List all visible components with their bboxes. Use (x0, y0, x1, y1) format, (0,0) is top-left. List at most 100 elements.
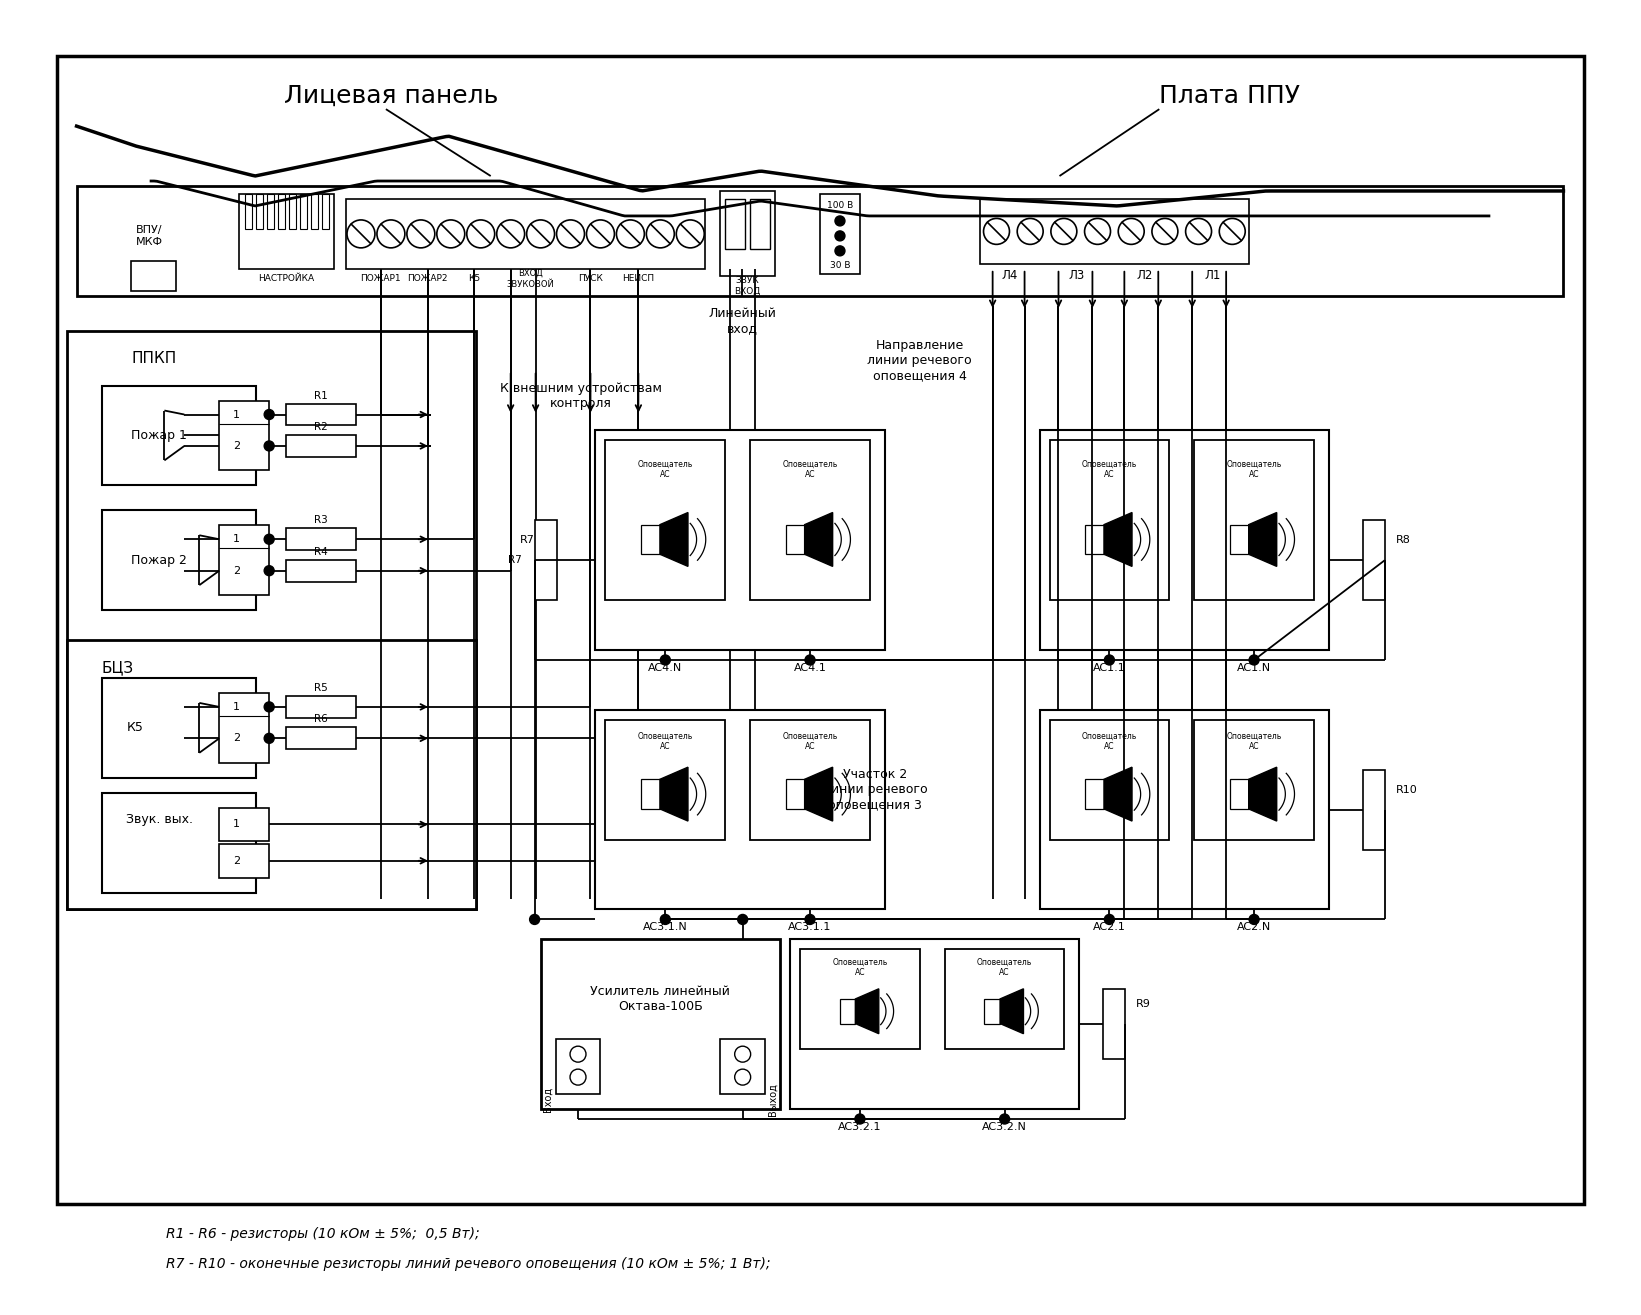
Circle shape (738, 914, 748, 924)
Bar (1364, 769, 1385, 849)
Text: R3: R3 (313, 515, 328, 525)
Bar (786, 525, 804, 554)
Text: Оповещатель
АС: Оповещатель АС (1081, 731, 1137, 751)
Circle shape (527, 220, 555, 247)
Circle shape (264, 441, 274, 451)
Text: Вход: Вход (543, 1086, 553, 1111)
Circle shape (1118, 218, 1144, 245)
Bar (1195, 441, 1314, 600)
Text: R1 - R6 - резисторы (10 кОм ± 5%;  0,5 Вт);: R1 - R6 - резисторы (10 кОм ± 5%; 0,5 Вт… (166, 1227, 481, 1241)
Text: Л1: Л1 (1204, 270, 1221, 283)
Bar (245, 195, 253, 229)
Circle shape (377, 220, 405, 247)
Bar (540, 939, 779, 1109)
Text: Оповещатель
АС: Оповещатель АС (1226, 459, 1282, 479)
Text: 2: 2 (233, 565, 240, 576)
Text: ПУСК: ПУСК (578, 275, 602, 283)
Circle shape (983, 218, 1009, 245)
Text: Выход: Выход (768, 1082, 778, 1115)
Text: Звук. вых.: Звук. вых. (126, 813, 194, 826)
Text: ВХОД
ЗВУКОВОЙ: ВХОД ЗВУКОВОЙ (507, 270, 555, 288)
Bar (1229, 780, 1249, 809)
Bar (102, 385, 256, 485)
Text: Пожар 1: Пожар 1 (131, 429, 187, 442)
Bar (606, 441, 725, 600)
Circle shape (586, 220, 614, 247)
Text: R4: R4 (313, 547, 328, 556)
Bar (985, 999, 999, 1023)
Bar (606, 719, 725, 839)
Circle shape (569, 1069, 586, 1085)
Text: AC3.1.N: AC3.1.N (643, 922, 688, 932)
Text: AC1.N: AC1.N (1237, 663, 1272, 673)
Circle shape (264, 565, 274, 576)
Polygon shape (1104, 513, 1132, 567)
Text: R9: R9 (1136, 999, 1152, 1010)
Circle shape (569, 1047, 586, 1063)
Text: Л3: Л3 (1068, 270, 1085, 283)
Circle shape (835, 216, 845, 226)
Bar (102, 793, 256, 893)
Bar (750, 199, 770, 249)
Text: Оповещатель
АС: Оповещатель АС (1081, 459, 1137, 479)
Text: Линейный
вход: Линейный вход (709, 306, 776, 335)
Text: К5: К5 (126, 722, 143, 734)
Text: Плата ППУ: Плата ППУ (1159, 84, 1300, 108)
Text: Л4: Л4 (1001, 270, 1017, 283)
Text: R7 - R10 - оконечные резисторы линий речевого оповещения (10 кОм ± 5%; 1 Вт);: R7 - R10 - оконечные резисторы линий реч… (166, 1257, 771, 1270)
Circle shape (530, 914, 540, 924)
Bar (1039, 430, 1329, 650)
Text: НЕИСП: НЕИСП (622, 275, 655, 283)
Circle shape (1185, 218, 1211, 245)
Bar (57, 57, 1584, 1203)
Bar (1229, 525, 1249, 554)
Circle shape (1219, 218, 1246, 245)
Circle shape (264, 734, 274, 743)
Text: 2: 2 (233, 856, 240, 865)
Text: 1: 1 (233, 702, 240, 711)
Text: AC4.1: AC4.1 (794, 663, 827, 673)
Text: Участок 2
линии речевого
оповещения 3: Участок 2 линии речевого оповещения 3 (822, 768, 927, 811)
Circle shape (264, 534, 274, 544)
Circle shape (1249, 914, 1259, 924)
Bar (1103, 989, 1126, 1059)
Circle shape (676, 220, 704, 247)
Bar (535, 521, 556, 600)
Polygon shape (1249, 513, 1277, 567)
Bar (131, 260, 176, 291)
Bar (286, 404, 356, 426)
Text: 1: 1 (233, 409, 240, 419)
Bar (286, 696, 356, 718)
Circle shape (806, 655, 816, 665)
Bar (220, 693, 269, 763)
Text: 1: 1 (233, 819, 240, 830)
Text: R1: R1 (313, 391, 328, 401)
Bar (596, 430, 884, 650)
Bar (300, 195, 307, 229)
Bar (1364, 521, 1385, 600)
Bar (1039, 710, 1329, 910)
Bar (220, 525, 269, 596)
Text: AC2.1: AC2.1 (1093, 922, 1126, 932)
Bar (240, 195, 335, 268)
Circle shape (735, 1047, 750, 1063)
Bar (1195, 719, 1314, 839)
Bar (67, 330, 476, 910)
Text: ПОЖАР2: ПОЖАР2 (407, 275, 448, 283)
Text: Оповещатель
АС: Оповещатель АС (976, 957, 1032, 977)
Bar (720, 191, 775, 276)
Polygon shape (1104, 767, 1132, 821)
Polygon shape (660, 767, 688, 821)
Text: AC2.N: AC2.N (1237, 922, 1272, 932)
Text: R5: R5 (313, 682, 328, 693)
Polygon shape (660, 513, 688, 567)
Circle shape (999, 1114, 1009, 1124)
Circle shape (835, 246, 845, 256)
Bar (642, 780, 660, 809)
Text: AC3.2.N: AC3.2.N (983, 1122, 1027, 1132)
Circle shape (1104, 655, 1114, 665)
Text: ВПУ/
МКФ: ВПУ/ МКФ (136, 225, 162, 247)
Bar (256, 195, 263, 229)
Text: Оповещатель
АС: Оповещатель АС (638, 731, 693, 751)
Bar (786, 780, 804, 809)
